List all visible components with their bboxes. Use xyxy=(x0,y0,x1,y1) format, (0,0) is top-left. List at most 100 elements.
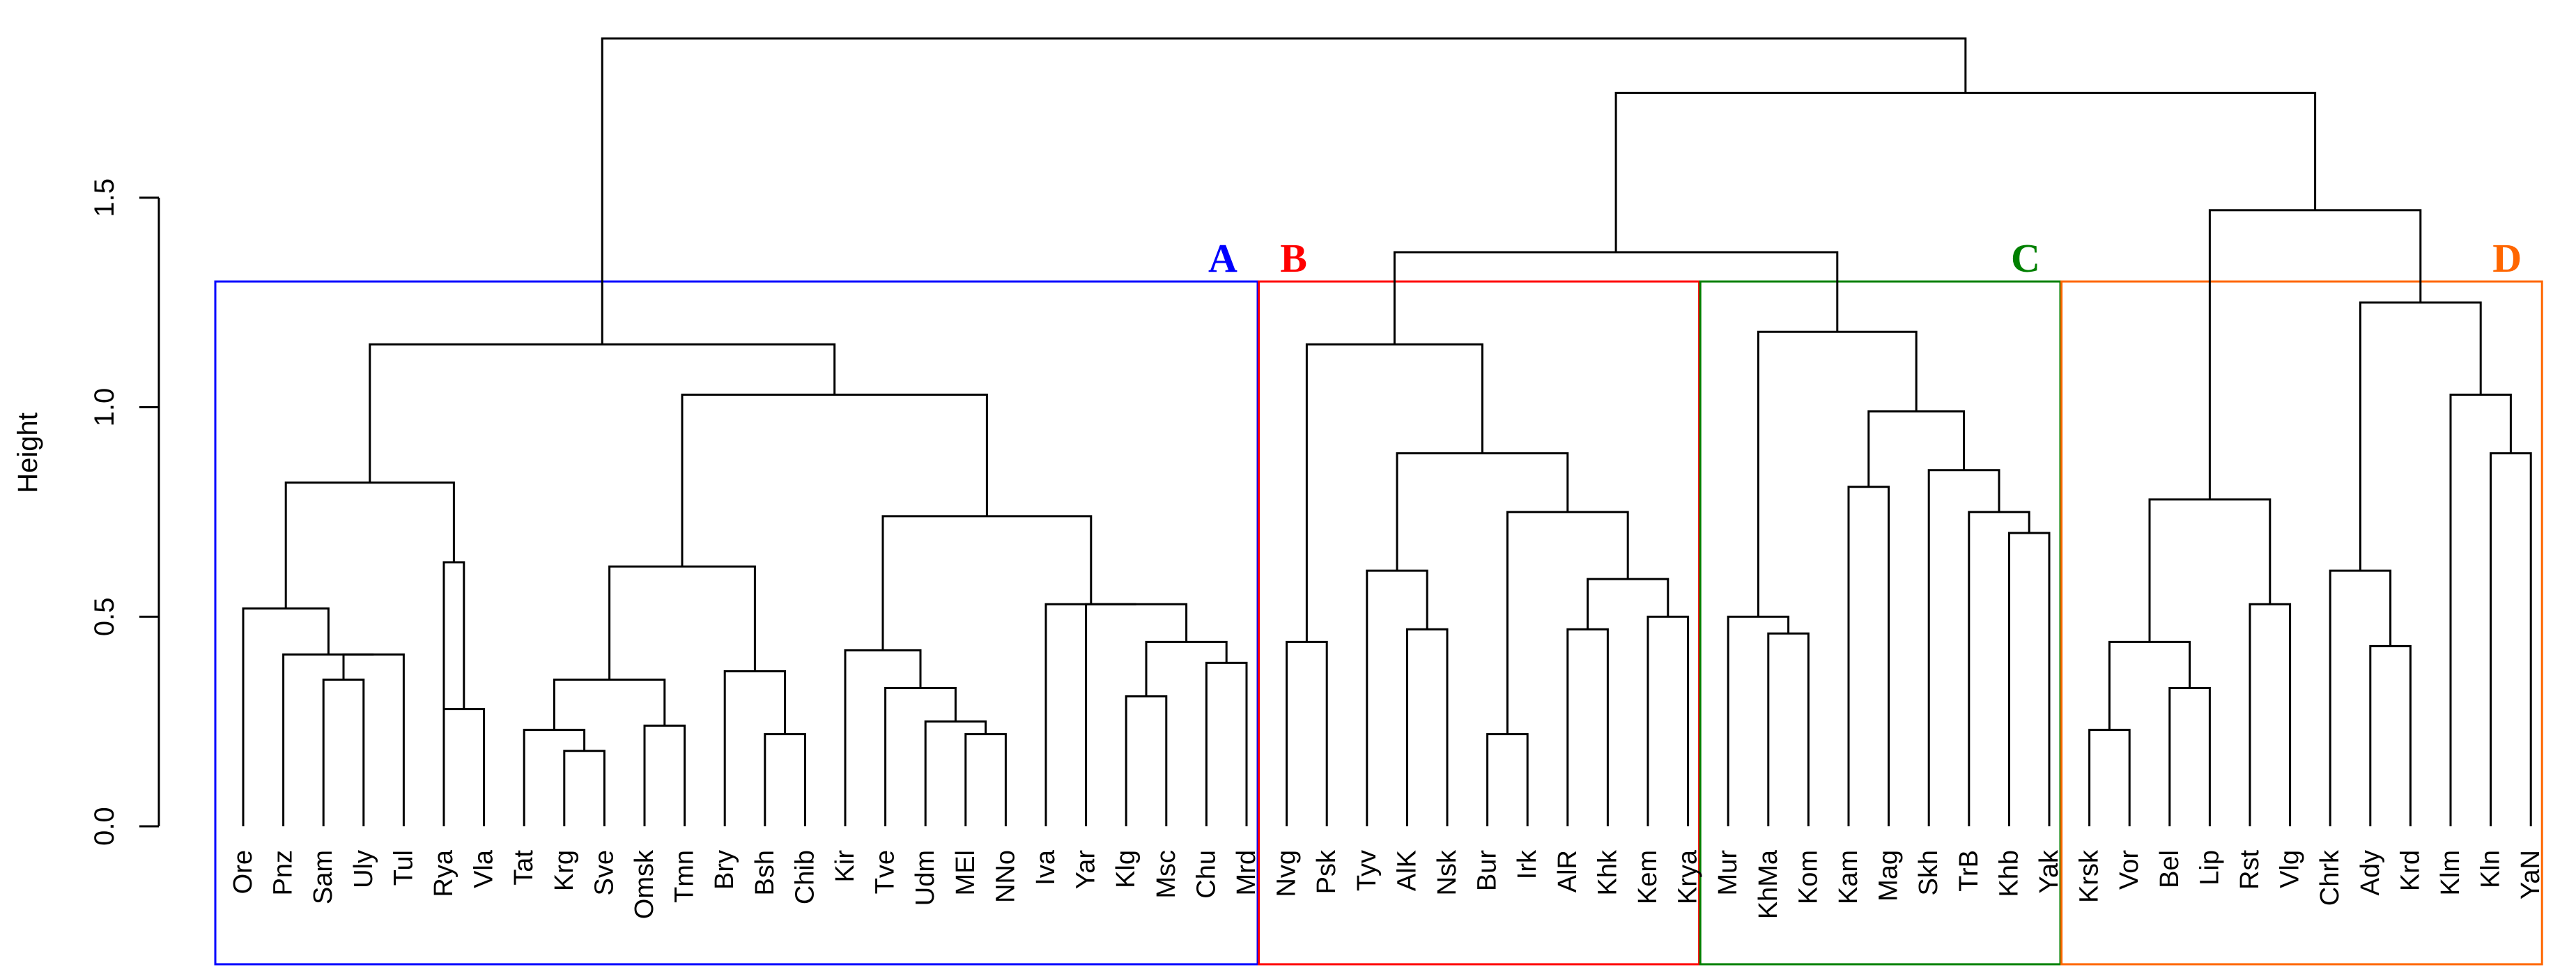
leaf-label: Vlg xyxy=(2276,850,2305,888)
dendrogram-link xyxy=(2108,640,2191,730)
leaf-label: Khk xyxy=(1593,849,1622,895)
cluster-box xyxy=(2060,280,2543,966)
leaf-label: Tul xyxy=(389,850,418,886)
dendrogram-link xyxy=(1646,615,1690,826)
dendrogram-link xyxy=(2369,644,2412,826)
dendrogram-link xyxy=(242,607,330,826)
dendrogram-link xyxy=(1566,628,1609,826)
dendrogram-link xyxy=(2249,603,2292,826)
cluster-label: A xyxy=(1208,235,1237,281)
dendrogram-link xyxy=(1847,486,1890,826)
leaf-label: Kem xyxy=(1633,850,1663,904)
leaf-label: Bsh xyxy=(750,850,780,895)
dendrogram-link xyxy=(1145,640,1228,697)
dendrogram-link xyxy=(2168,687,2211,826)
leaf-label: Yar xyxy=(1072,850,1101,890)
dendrogram-link xyxy=(1205,661,1248,826)
leaf-label: Rst xyxy=(2235,850,2265,890)
leaf-label: TrB xyxy=(1954,850,1984,892)
leaf-label: KhMa xyxy=(1754,849,1783,919)
dendrogram-link xyxy=(1393,251,1839,345)
leaf-label: Sam xyxy=(309,850,338,904)
leaf-label: Kom xyxy=(1794,850,1823,904)
leaf-label: Krya xyxy=(1674,849,1703,904)
dendrogram-link xyxy=(723,670,787,826)
y-ticks: 0.0 0.5 1.0 1.5 xyxy=(89,178,159,846)
leaf-label: Krg xyxy=(550,850,579,891)
leaf-label: Pnz xyxy=(269,850,298,895)
leaf-label: Yak xyxy=(2035,849,2064,894)
leaf-label: Mrd xyxy=(1232,850,1261,895)
cluster-label: C xyxy=(2011,235,2040,281)
cluster-box xyxy=(1258,280,1701,966)
leaf-label: MEl xyxy=(951,850,980,895)
leaf-label: Msc xyxy=(1152,850,1181,899)
y-axis-title: Height xyxy=(13,412,43,493)
dendrogram-link xyxy=(1125,695,1168,826)
dendrogram-link xyxy=(1587,578,1669,630)
dendrogram-link xyxy=(2148,498,2272,642)
dendrogram-link xyxy=(1366,569,1428,826)
dendrogram-link xyxy=(442,708,486,826)
dendrogram-link xyxy=(523,729,586,826)
dendrogram-link xyxy=(553,678,666,730)
leaf-label: Chrk xyxy=(2315,849,2345,906)
leaf-label: Kam xyxy=(1834,850,1863,904)
leaf-label: Ore xyxy=(229,850,258,894)
cluster-box xyxy=(1699,280,2062,966)
leaf-label: Nsk xyxy=(1433,849,1462,895)
leaf-label: Mag xyxy=(1874,850,1904,902)
leaf-label: Tat xyxy=(509,850,539,886)
dendrogram-link xyxy=(844,649,922,826)
dendrogram-link xyxy=(563,750,606,826)
dendrogram-link xyxy=(1968,511,2030,826)
dendrogram-link xyxy=(1767,632,1810,826)
leaf-label: Chu xyxy=(1191,850,1221,899)
dendrogram-link xyxy=(369,343,836,483)
leaf-label: Omsk xyxy=(630,849,659,919)
leaf-label: Psk xyxy=(1312,849,1341,894)
dendrogram-link xyxy=(1305,343,1483,642)
leaf-label: AlK xyxy=(1392,850,1421,891)
y-tick-label: 0.5 xyxy=(89,597,120,636)
dendrogram-link xyxy=(2490,452,2532,826)
leaf-label: Kir xyxy=(831,850,860,883)
leaf-label: Udm xyxy=(911,850,940,906)
dendrogram-link xyxy=(924,720,987,826)
y-tick-label: 1.0 xyxy=(89,388,120,427)
leaf-label: Ady xyxy=(2356,850,2385,895)
leaf-label: Tyv xyxy=(1352,850,1382,891)
dendrogram-link xyxy=(1727,615,1790,826)
leaf-label: Krd xyxy=(2396,850,2425,891)
dendrogram-link xyxy=(643,725,686,826)
dendrogram-link xyxy=(681,393,988,567)
dendrogram-link xyxy=(1085,603,1188,826)
leaf-label: Nvg xyxy=(1272,850,1302,897)
dendrogram-link xyxy=(601,37,1967,345)
dendrogram-tree xyxy=(242,37,2532,826)
dendrogram-link xyxy=(1044,603,1136,826)
dendrogram-link xyxy=(1286,640,1328,826)
leaf-label: Iva xyxy=(1031,849,1061,886)
dendrogram-link xyxy=(1867,410,1966,487)
dendrogram-link xyxy=(442,561,465,826)
leaf-label: AlR xyxy=(1553,850,1582,892)
dendrogram-link xyxy=(2007,532,2051,826)
dendrogram-link xyxy=(881,515,1093,651)
leaf-label: Klg xyxy=(1111,850,1141,888)
leaf-label: Rya xyxy=(429,849,458,897)
leaf-label: Khb xyxy=(1994,850,2023,897)
dendrogram-link xyxy=(2449,393,2512,826)
leaf-label: Tmn xyxy=(670,850,700,903)
y-tick-label: 1.5 xyxy=(89,178,120,217)
leaf-label: Klm xyxy=(2436,850,2465,895)
leaf-label: Bry xyxy=(710,850,739,890)
leaf-label: Bur xyxy=(1473,850,1502,891)
leaf-label: NNo xyxy=(991,850,1020,903)
y-tick-label: 0.0 xyxy=(89,807,120,846)
dendrogram-link xyxy=(608,565,756,680)
leaf-label: Uly xyxy=(349,850,378,888)
cluster-label: B xyxy=(1280,235,1307,281)
